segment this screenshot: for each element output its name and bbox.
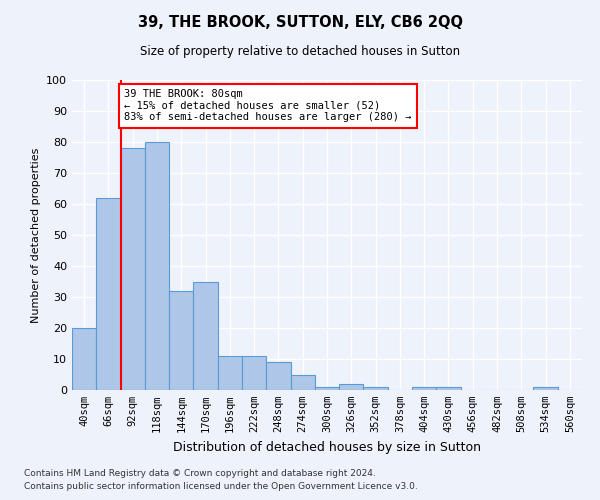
- Bar: [145, 142, 169, 390]
- Bar: [266, 362, 290, 390]
- Bar: [121, 148, 145, 390]
- Bar: [72, 328, 96, 390]
- Bar: [339, 384, 364, 390]
- Bar: [290, 374, 315, 390]
- Text: Contains HM Land Registry data © Crown copyright and database right 2024.: Contains HM Land Registry data © Crown c…: [24, 468, 376, 477]
- Text: 39 THE BROOK: 80sqm
← 15% of detached houses are smaller (52)
83% of semi-detach: 39 THE BROOK: 80sqm ← 15% of detached ho…: [124, 90, 412, 122]
- Bar: [533, 387, 558, 390]
- Bar: [218, 356, 242, 390]
- Bar: [96, 198, 121, 390]
- Bar: [315, 387, 339, 390]
- Bar: [412, 387, 436, 390]
- Text: Size of property relative to detached houses in Sutton: Size of property relative to detached ho…: [140, 45, 460, 58]
- Bar: [193, 282, 218, 390]
- X-axis label: Distribution of detached houses by size in Sutton: Distribution of detached houses by size …: [173, 440, 481, 454]
- Y-axis label: Number of detached properties: Number of detached properties: [31, 148, 41, 322]
- Bar: [242, 356, 266, 390]
- Text: 39, THE BROOK, SUTTON, ELY, CB6 2QQ: 39, THE BROOK, SUTTON, ELY, CB6 2QQ: [137, 15, 463, 30]
- Bar: [169, 291, 193, 390]
- Bar: [364, 387, 388, 390]
- Bar: [436, 387, 461, 390]
- Text: Contains public sector information licensed under the Open Government Licence v3: Contains public sector information licen…: [24, 482, 418, 491]
